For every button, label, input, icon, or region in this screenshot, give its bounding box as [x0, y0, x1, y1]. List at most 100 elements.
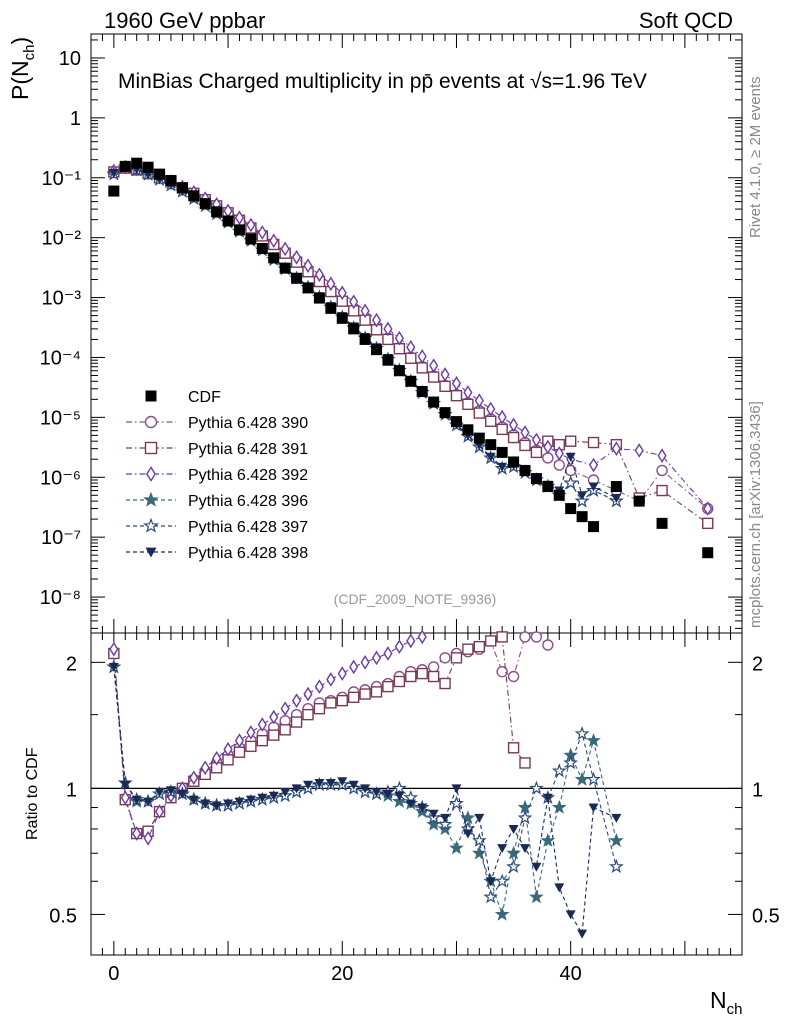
- ratio-point-1: [233, 746, 246, 758]
- series-point-5: [474, 441, 485, 451]
- analysis-tag: (CDF_2009_NOTE_9936): [334, 591, 497, 607]
- ratio-point-4: [551, 763, 567, 778]
- legend-label: Pythia 6.428 398: [188, 545, 308, 562]
- series-point-2: [497, 409, 507, 425]
- ratio-point-5: [257, 793, 268, 803]
- ratio-point-3: [460, 810, 476, 825]
- ratio-point-4: [517, 810, 533, 825]
- ratio-point-1: [336, 694, 348, 707]
- ratio-point-1: [485, 635, 497, 647]
- ratio-point-2: [246, 725, 256, 740]
- series-point-2: [337, 285, 347, 301]
- data-point: [245, 233, 257, 245]
- ratio-point-5: [280, 788, 291, 798]
- series-point-2: [417, 349, 427, 364]
- series-point-2: [520, 425, 530, 440]
- ratio-point-3: [437, 821, 453, 836]
- ratio-point-5: [303, 780, 313, 790]
- series-point-0: [553, 459, 565, 471]
- ratio-point-1: [313, 702, 326, 715]
- ratio-point-1: [450, 652, 463, 664]
- series-line-1: [113, 167, 709, 524]
- ratio-point-3: [392, 793, 407, 808]
- ratio-point-2: [223, 741, 233, 757]
- ratio-point-1: [268, 729, 280, 741]
- series-point-2: [349, 294, 359, 310]
- series-point-2: [611, 441, 621, 457]
- ratio-point-1: [302, 708, 314, 721]
- series-point-1: [702, 517, 714, 530]
- ratio-point-4: [437, 816, 453, 831]
- ratio-point-5: [405, 799, 416, 809]
- ratio-point-5: [188, 795, 199, 805]
- ratio-point-0: [427, 661, 440, 673]
- ratio-point-1: [427, 670, 440, 683]
- ratio-point-1: [416, 667, 428, 680]
- ratio-point-3: [574, 771, 590, 786]
- ratio-point-1: [256, 734, 269, 747]
- series-point-2: [634, 443, 644, 458]
- data-point: [291, 272, 303, 284]
- ratio-point-0: [519, 631, 531, 643]
- data-point: [393, 365, 405, 377]
- main-panel-frame: [90, 33, 743, 634]
- series-point-1: [405, 352, 417, 364]
- ratio-point-1: [245, 740, 257, 753]
- series-point-2: [269, 233, 279, 249]
- ratio-point-4: [529, 780, 544, 795]
- data-point: [610, 481, 622, 493]
- ratio-point-2: [349, 659, 359, 675]
- data-point: [336, 312, 348, 324]
- series-point-2: [531, 432, 541, 448]
- chart-title: MinBias Charged multiplicity in pp̄ even…: [118, 70, 647, 93]
- ratio-point-5: [143, 797, 154, 807]
- ratio-point-5: [268, 791, 279, 801]
- ratio-point-1: [370, 686, 383, 698]
- ratio-point-5: [462, 829, 473, 839]
- ratio-point-5: [200, 799, 211, 809]
- series-point-1: [564, 435, 577, 447]
- data-point: [633, 495, 645, 507]
- series-line-2: [113, 166, 709, 509]
- series-point-5: [108, 169, 119, 179]
- x-tick-label: 20: [331, 963, 353, 985]
- ratio-point-2: [269, 709, 279, 725]
- data-point: [576, 511, 588, 523]
- y-tick-label: 10⁻¹: [42, 168, 82, 190]
- series-point-2: [371, 312, 382, 328]
- legend-label: Pythia 6.428 390: [188, 415, 308, 432]
- ratio-point-2: [257, 717, 267, 732]
- ratio-point-1: [405, 670, 417, 683]
- data-point: [382, 354, 394, 366]
- data-point: [165, 175, 177, 187]
- series-point-2: [474, 393, 484, 408]
- ratio-point-1: [279, 724, 291, 736]
- ratio-point-5: [291, 784, 302, 794]
- series-point-2: [588, 457, 599, 473]
- data-point: [131, 157, 143, 169]
- series-point-4: [563, 475, 579, 490]
- data-point: [199, 198, 211, 210]
- ratio-point-1: [473, 640, 486, 653]
- ratio-point-1: [462, 643, 474, 655]
- series-point-2: [394, 330, 404, 346]
- ratio-tick-label-right: 1: [752, 779, 763, 801]
- ratio-point-2: [154, 804, 165, 819]
- ratio-point-0: [542, 639, 554, 651]
- ratio-point-2: [234, 733, 245, 748]
- series-point-5: [577, 491, 588, 501]
- ratio-line-2: [113, 636, 423, 839]
- series-point-2: [280, 241, 290, 257]
- ratio-point-5: [245, 795, 256, 805]
- ratio-point-5: [611, 813, 622, 823]
- ratio-point-4: [506, 858, 521, 874]
- ratio-point-5: [531, 862, 542, 872]
- ratio-point-3: [506, 845, 521, 860]
- data-point: [530, 473, 542, 485]
- series-point-5: [611, 494, 622, 504]
- data-point: [485, 439, 497, 451]
- ratio-point-2: [143, 830, 153, 846]
- ratio-point-5: [348, 780, 359, 790]
- data-point: [222, 215, 234, 227]
- series-point-2: [246, 217, 256, 233]
